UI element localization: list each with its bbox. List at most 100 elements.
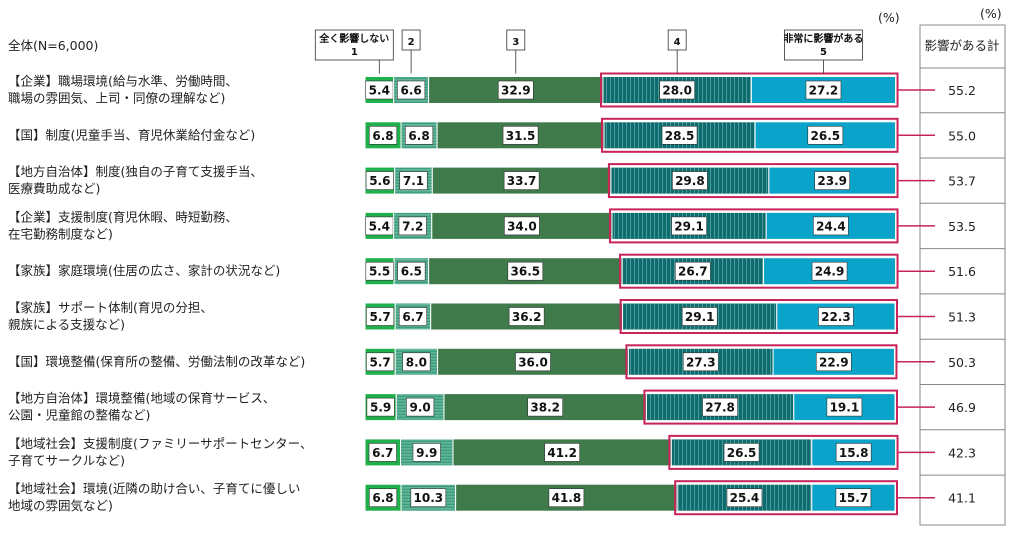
legend-box-2 (401, 29, 421, 51)
total-value: 53.5 (948, 219, 976, 234)
value-label-box (365, 80, 394, 100)
value-label-box (544, 443, 580, 462)
value-label: 26.5 (727, 446, 757, 460)
category-label: 【国】制度(児童手当、育児休業給付金など) (8, 127, 255, 142)
value-label: 25.4 (730, 491, 760, 505)
value-label-box (661, 126, 698, 145)
category-label: 子育てサークルなど) (8, 453, 125, 468)
total-column-frame (919, 24, 1006, 526)
value-label: 6.7 (402, 310, 423, 324)
value-label-box (835, 443, 872, 462)
value-label-box (399, 171, 428, 190)
category-label: 職場の雰囲気、上司・同僚の理解など) (8, 91, 225, 106)
value-label-box (365, 171, 394, 190)
category-label: 【企業】支援制度(育児休暇、時短勤務、 (8, 209, 238, 224)
value-label-box (835, 488, 872, 508)
value-label-box (397, 261, 426, 281)
value-label-box (682, 352, 719, 372)
value-label: 6.7 (372, 446, 393, 460)
legend-box-1 (314, 29, 394, 61)
highlight-box (607, 163, 899, 199)
value-label: 7.2 (402, 219, 423, 233)
value-label: 29.8 (675, 174, 705, 188)
category-label: 【地方自治体】環境整備(地域の保育サービス、 (8, 391, 275, 406)
category-label: 【国】環境整備(保育所の整備、労働法制の改革など) (8, 354, 305, 369)
total-value: 51.6 (948, 264, 976, 279)
value-label: 34.0 (507, 219, 537, 233)
value-label: 23.9 (817, 174, 847, 188)
value-label: 28.0 (662, 84, 692, 98)
value-label: 26.7 (678, 265, 708, 279)
value-label: 41.2 (547, 446, 577, 460)
total-value: 51.3 (948, 310, 976, 325)
category-label: 医療費助成など) (8, 181, 100, 196)
total-value: 55.2 (948, 83, 976, 98)
value-label: 27.8 (705, 401, 735, 415)
category-label: 【地域社会】環境(近隣の助け合い、子育てに優しい (8, 481, 300, 496)
value-label: 36.5 (511, 265, 541, 279)
value-label-box (406, 397, 435, 417)
value-label: 15.7 (839, 491, 869, 505)
value-label: 36.0 (518, 355, 548, 369)
legend-label: 非常に影響がある (783, 32, 863, 45)
value-label-box (507, 261, 544, 281)
value-label-box (405, 126, 434, 145)
value-label: 6.5 (401, 265, 422, 279)
value-label-box (497, 80, 534, 100)
value-label-box (366, 397, 395, 417)
highlight-box (608, 208, 899, 244)
value-label-box (805, 80, 842, 100)
legend-box-4 (667, 29, 687, 51)
value-label-box (681, 307, 718, 326)
value-label-box (368, 443, 397, 462)
value-label-box (402, 352, 431, 372)
unit-label: (%) (878, 10, 900, 25)
highlight-box (599, 72, 899, 108)
category-label: 地域の雰囲気など) (8, 498, 113, 513)
value-label-box (366, 307, 395, 326)
value-label-box (671, 216, 707, 236)
value-label: 5.5 (369, 265, 390, 279)
category-label: 親族による支援など) (8, 317, 125, 332)
value-label: 26.5 (811, 129, 841, 143)
category-label: 【地方自治体】制度(独自の子育て支援手当、 (8, 164, 263, 179)
category-label: 【地域社会】支援制度(ファミリーサポートセンター、 (8, 436, 313, 451)
value-label-box (826, 397, 863, 417)
total-header: 影響がある計 (924, 38, 999, 53)
value-label-box (502, 126, 539, 145)
value-label-box (365, 216, 394, 236)
category-label: 在宅勤務制度など) (8, 226, 113, 241)
total-value: 46.9 (948, 400, 976, 415)
value-label: 5.4 (369, 84, 390, 98)
value-label-box (659, 80, 695, 100)
total-value: 50.3 (948, 355, 976, 370)
value-label-box (508, 307, 545, 326)
legend-label: 3 (512, 37, 519, 48)
value-label-box (807, 126, 844, 145)
value-label-box (365, 261, 394, 281)
total-value: 55.0 (948, 128, 976, 143)
value-label: 8.0 (406, 355, 427, 369)
value-label-box (548, 488, 585, 508)
legend-label: 1 (351, 47, 358, 58)
value-label: 29.1 (674, 219, 704, 233)
category-label: 【家族】家庭環境(住居の広さ、家計の状況など) (8, 263, 280, 278)
value-label-box (527, 397, 564, 417)
value-label: 10.3 (414, 491, 444, 505)
value-label-box (410, 488, 447, 508)
value-label-box (398, 307, 428, 326)
legend-label: 全く影響しない (318, 32, 389, 45)
value-label: 9.0 (409, 401, 430, 415)
total-value: 41.1 (948, 491, 976, 506)
value-label-box (672, 171, 708, 190)
value-label-box (702, 397, 738, 417)
value-label-box (368, 126, 398, 145)
value-label: 6.8 (408, 129, 429, 143)
value-label: 29.1 (685, 310, 715, 324)
value-label: 27.2 (809, 84, 839, 98)
value-label-box (515, 352, 551, 372)
category-label: 公園・児童館の整備など) (8, 408, 150, 423)
value-label-box (814, 171, 850, 190)
